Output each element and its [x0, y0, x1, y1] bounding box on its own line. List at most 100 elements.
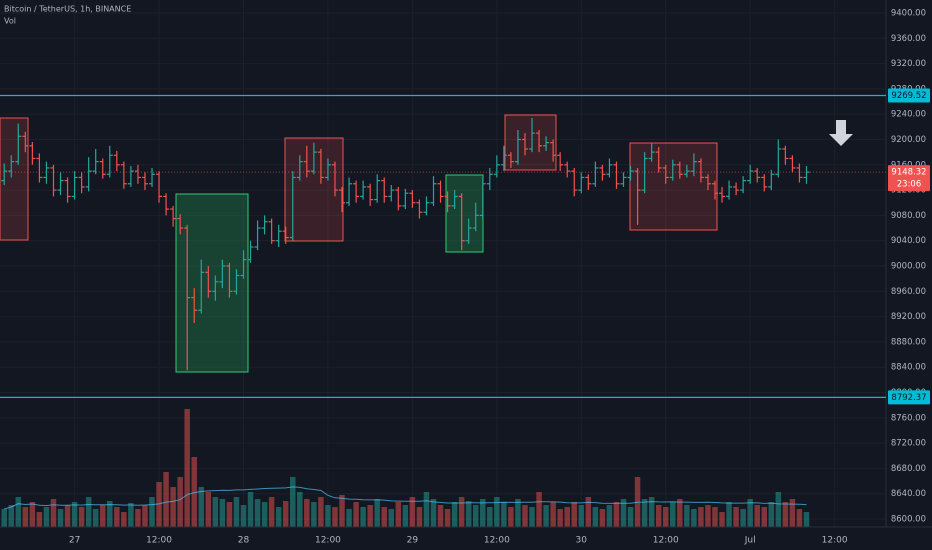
y-tick-label: 8760.00 — [891, 413, 926, 423]
volume-bar — [430, 499, 437, 527]
volume-bar — [346, 509, 352, 527]
volume-bar — [522, 505, 528, 527]
level-label: 9269.52 — [891, 91, 926, 101]
y-tick-label: 9400.00 — [891, 8, 926, 18]
volume-bar — [515, 499, 521, 527]
level-label-box — [888, 88, 930, 103]
volume-bar — [733, 507, 739, 527]
y-tick-label: 9240.00 — [891, 110, 926, 120]
volume-bar — [705, 505, 711, 527]
volume-bar — [698, 507, 704, 527]
volume-bar — [536, 492, 542, 527]
volume-bar — [775, 492, 782, 527]
volume-bar — [529, 507, 535, 527]
volume-bar — [472, 505, 479, 527]
volume-bar — [57, 509, 64, 527]
level-label-box — [888, 390, 930, 405]
volume-bar — [613, 502, 620, 527]
volume-bar — [177, 477, 183, 527]
volume-bar — [121, 512, 127, 527]
x-tick-label: 30 — [576, 536, 588, 546]
volume-bar — [381, 507, 387, 527]
volume-bar — [184, 409, 190, 527]
volume-bar — [170, 487, 176, 527]
volume-bar — [226, 502, 233, 527]
volume-bar — [444, 509, 451, 527]
y-tick-label: 8680.00 — [891, 464, 926, 474]
volume-bar — [149, 497, 155, 527]
volume-bar — [648, 497, 655, 527]
volume-bar — [747, 499, 753, 527]
down-arrow-icon — [829, 120, 853, 146]
grid — [0, 0, 886, 527]
level-label: 8792.37 — [891, 393, 926, 403]
volume-bar — [36, 512, 43, 527]
volume-bar — [740, 509, 746, 527]
volume-bar — [585, 497, 592, 527]
volume-bar — [254, 499, 261, 527]
volume-bar — [416, 507, 423, 527]
y-tick-label: 9320.00 — [891, 59, 926, 69]
volume-bar — [128, 503, 134, 527]
volume-bar — [247, 492, 254, 527]
volume-bar — [655, 505, 662, 527]
volume-bar — [205, 492, 212, 527]
volume-bar — [290, 477, 296, 527]
volume-bar — [578, 505, 585, 527]
countdown-label: 23:06 — [897, 180, 922, 190]
volume-bar — [719, 512, 725, 527]
y-tick-label: 8880.00 — [891, 337, 926, 347]
volume-bar — [198, 487, 205, 527]
volume-bar — [409, 497, 416, 527]
x-tick-label: 12:00 — [822, 536, 848, 546]
volume-bar — [508, 507, 514, 527]
x-tick-label: 12:00 — [315, 536, 341, 546]
volume-bar — [803, 512, 810, 527]
range-box — [445, 174, 484, 253]
volume-bar — [670, 502, 676, 527]
volume-bar — [156, 482, 162, 527]
x-tick-label: Jul — [744, 536, 756, 546]
x-tick-label: 12:00 — [484, 536, 510, 546]
volume-bar — [712, 507, 718, 527]
volume-ma — [4, 486, 807, 510]
volume-bar — [395, 502, 402, 527]
volume-bar — [191, 457, 197, 527]
volume-bar — [240, 505, 247, 527]
volume-bar — [15, 497, 22, 527]
volume-bar — [85, 497, 92, 527]
volume-bar — [78, 507, 85, 527]
volume-bar — [796, 509, 803, 527]
volume-bar — [592, 507, 599, 527]
y-tick-label: 8840.00 — [891, 363, 926, 373]
volume-bar — [219, 499, 226, 527]
volume-bar — [501, 502, 507, 527]
volume-bar — [64, 505, 71, 527]
volume-bar — [620, 499, 627, 527]
volume-bar — [494, 497, 500, 527]
volume-bar — [261, 502, 268, 527]
x-tick-label: 12:00 — [653, 536, 679, 546]
volume-bar — [282, 501, 289, 527]
x-tick-label: 28 — [238, 536, 250, 546]
volume-bar — [606, 505, 613, 527]
y-tick-label: 8640.00 — [891, 489, 926, 499]
x-tick-label: 29 — [407, 536, 419, 546]
volume-bar — [360, 507, 366, 527]
volume-bar — [142, 505, 148, 527]
volume-bar — [92, 509, 99, 527]
volume-bar — [402, 505, 409, 527]
volume-bar — [451, 502, 458, 527]
last-price-label: 9148.32 — [891, 168, 926, 178]
volume-bar — [100, 505, 106, 527]
volume-bar — [304, 499, 310, 527]
volume-bar — [43, 507, 50, 527]
volume-bar — [297, 492, 303, 527]
volume-bar — [465, 501, 472, 527]
volume-bar — [423, 492, 430, 527]
volume-bar — [1, 509, 7, 527]
y-tick-label: 9000.00 — [891, 261, 926, 271]
price-bars — [1, 117, 810, 371]
x-tick-label: 27 — [69, 536, 80, 546]
